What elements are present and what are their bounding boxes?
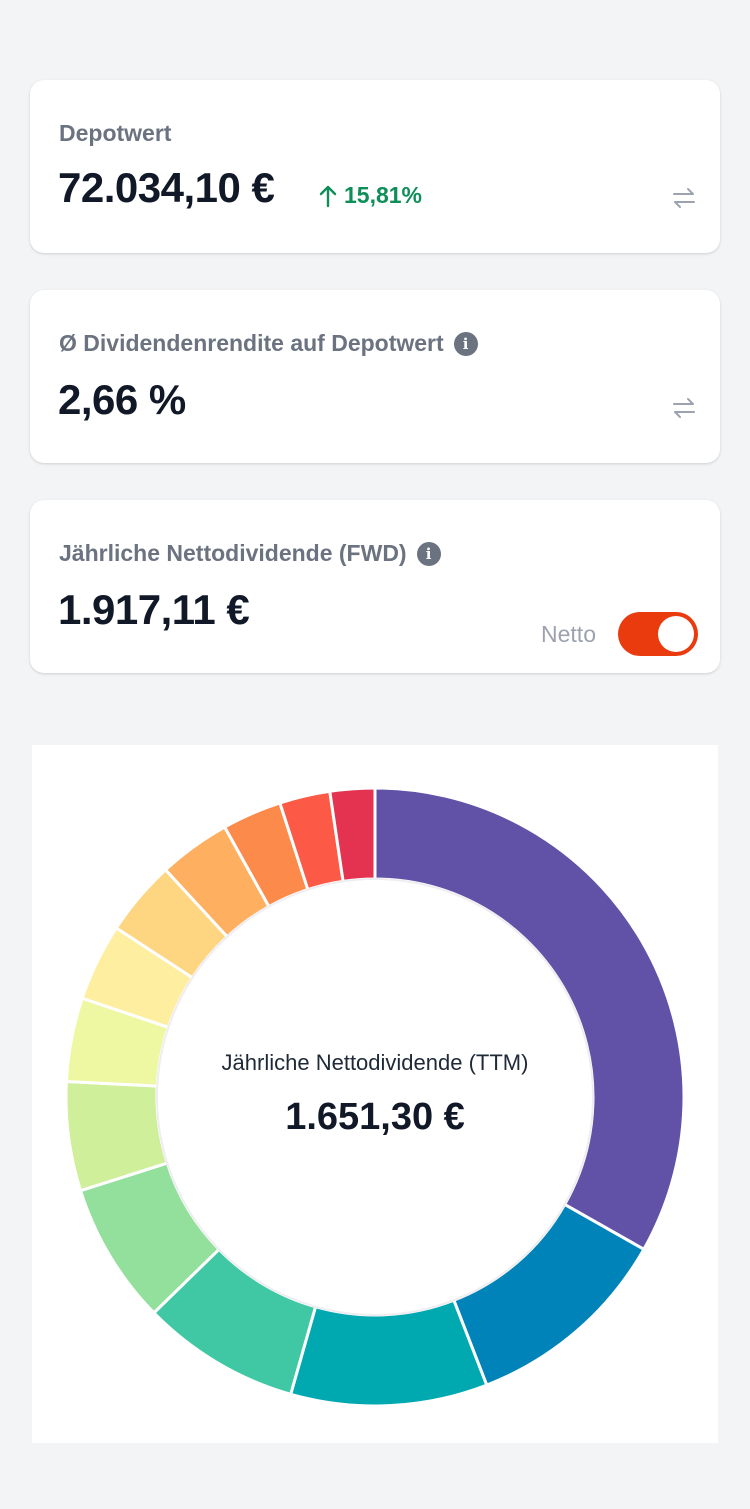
- dividend-yield-value: 2,66 %: [58, 376, 186, 423]
- net-toggle-label: Netto: [541, 620, 596, 647]
- info-icon[interactable]: i: [453, 331, 478, 356]
- arrow-up-icon: [319, 185, 337, 207]
- net-toggle-group: Netto: [541, 612, 698, 656]
- portfolio-value: 72.034,10 €: [58, 164, 275, 211]
- donut-hole: [156, 878, 594, 1316]
- portfolio-value-label: Depotwert: [59, 120, 172, 146]
- annual-dividend-fwd-card: Jährliche Nettodividende (FWD) i 1.917,1…: [30, 500, 720, 673]
- portfolio-change: 15,81%: [318, 182, 422, 209]
- donut-slice-3[interactable]: [288, 1298, 489, 1408]
- swap-icon[interactable]: [670, 394, 698, 422]
- annual-dividend-fwd-value: 1.917,11 €: [58, 586, 250, 633]
- portfolio-value-card: Depotwert 72.034,10 € 15,81%: [30, 80, 720, 253]
- portfolio-change-value: 15,81%: [344, 182, 423, 208]
- net-toggle[interactable]: [618, 612, 698, 656]
- dividend-yield-label: Ø Dividendenrendite auf Depotwert i: [59, 330, 478, 357]
- donut-center-label: Jährliche Nettodividende (TTM): [221, 1050, 529, 1075]
- donut-center-value: 1.651,30 €: [285, 1096, 465, 1138]
- annual-dividend-fwd-label: Jährliche Nettodividende (FWD) i: [59, 540, 441, 567]
- toggle-knob: [658, 616, 694, 652]
- info-icon[interactable]: i: [416, 541, 441, 566]
- dividend-yield-card: Ø Dividendenrendite auf Depotwert i 2,66…: [30, 290, 720, 463]
- swap-icon[interactable]: [670, 184, 698, 212]
